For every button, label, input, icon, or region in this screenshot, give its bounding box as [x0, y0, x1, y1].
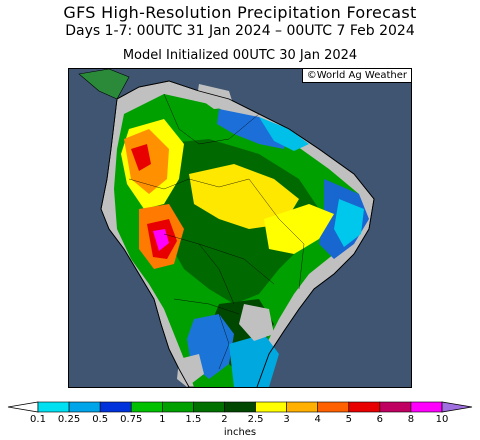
colorbar-tick-label: 0.25 — [57, 414, 81, 425]
colorbar-tick-label: 3 — [283, 414, 290, 425]
colorbar-tick-label: 1 — [159, 414, 166, 425]
colorbar-tick-label: 2 — [221, 414, 228, 425]
colorbar-swatch — [193, 401, 225, 413]
colorbar-swatch — [286, 401, 318, 413]
colorbar-tick-label: 6 — [376, 414, 384, 425]
colorbar-max-arrow — [441, 401, 473, 413]
dry-venezuela — [197, 84, 234, 109]
colorbar-tick-label: 8 — [407, 414, 415, 425]
model-init-time: Model Initialized 00UTC 30 Jan 2024 — [122, 48, 358, 63]
rain-cyan-guianas — [259, 117, 309, 151]
colorbar-tick-label: 1.5 — [185, 414, 202, 425]
colorbar-swatch — [255, 401, 287, 413]
colorbar-legend — [7, 401, 473, 413]
colorbar-swatch — [348, 401, 381, 413]
country-borders — [128, 93, 305, 370]
forecast-period: Days 1-7: 00UTC 31 Jan 2024 – 00UTC 7 Fe… — [65, 23, 415, 39]
map-title: GFS High-Resolution Precipitation Foreca… — [63, 3, 417, 22]
dry-paraguay — [239, 304, 274, 341]
colorbar-units: inches — [223, 427, 257, 438]
dry-patagonia — [177, 354, 204, 387]
credit-label: ©World Ag Weather — [301, 69, 411, 83]
colorbar-swatch — [410, 401, 443, 413]
colorbar-swatch — [162, 401, 194, 413]
colorbar-tick-label: 0.75 — [120, 414, 143, 425]
rain-cyan-northeast — [334, 199, 364, 247]
colorbar-tick-label: 5 — [345, 414, 352, 425]
colorbar-swatch — [379, 401, 412, 413]
map-canvas — [78, 69, 375, 387]
rain-cyan-south — [229, 334, 279, 387]
colorbar-tick-label: 4 — [314, 414, 321, 425]
colorbar-tick-label: 0.5 — [92, 414, 109, 425]
precipitation-map: ©World Ag Weather — [68, 68, 412, 388]
central-america-land — [78, 69, 130, 100]
rain-yellow-center — [189, 164, 299, 229]
colorbar-swatch — [37, 401, 70, 413]
rain-red-colombia — [131, 144, 151, 171]
colorbar-swatch — [99, 401, 132, 413]
rain-blue-guianas — [217, 109, 289, 149]
colorbar-min-arrow — [7, 401, 39, 413]
colorbar-tick-label: 10 — [435, 414, 449, 425]
rain-yellow-band — [264, 204, 334, 254]
coastline — [100, 80, 375, 387]
colorbar-swatch — [68, 401, 101, 413]
colorbar-tick-label: 0.1 — [30, 414, 46, 425]
colorbar-tick-label: 2.5 — [247, 414, 264, 425]
colorbar-swatch — [130, 401, 163, 413]
colorbar-swatch — [317, 401, 350, 413]
colorbar-swatch — [224, 401, 256, 413]
